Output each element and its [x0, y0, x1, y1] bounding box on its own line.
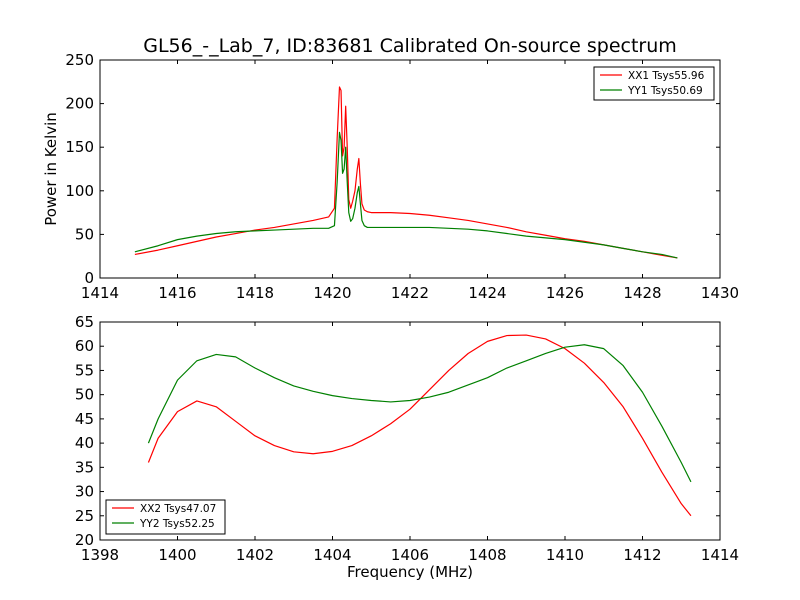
legend-label: XX1 Tsys55.96 [628, 70, 705, 82]
legend-label: YY2 Tsys52.25 [139, 518, 215, 530]
y-tick-label: 100 [65, 182, 94, 200]
series-line-1-2 [134, 131, 678, 259]
x-tick-label: 1398 [81, 546, 119, 564]
y-tick-label: 0 [84, 269, 94, 287]
x-tick-label: 1414 [701, 546, 739, 564]
y-tick-label: 35 [75, 458, 94, 476]
legend-box [593, 66, 715, 101]
y-axis-label: Power in Kelvin [42, 112, 60, 226]
legend-2: XX2 Tsys47.07 YY2 Tsys52.25 [105, 499, 226, 535]
y-tick-label: 55 [75, 361, 94, 379]
y-tick-label: 25 [75, 507, 94, 525]
x-tick-label: 1408 [468, 546, 506, 564]
y-tick-label: 50 [75, 225, 94, 243]
x-tick-label: 1416 [158, 284, 196, 302]
legend-1: XX1 Tsys55.96 YY1 Tsys50.69 [593, 66, 715, 101]
x-tick-label: 1422 [391, 284, 429, 302]
y-tick-label: 45 [75, 410, 94, 428]
x-tick-label: 1406 [391, 546, 429, 564]
y-tick-label: 50 [75, 386, 94, 404]
bottom-chart: 1398 1400 1402 1404 1406 1408 1410 1412 1414 20 25… [75, 313, 739, 581]
legend-label: YY1 Tsys50.69 [627, 85, 703, 97]
x-tick-label: 1414 [81, 284, 119, 302]
x-tick-label: 1420 [313, 284, 351, 302]
y-tick-label: 150 [65, 138, 94, 156]
y-tick-label: 200 [65, 95, 94, 113]
x-tick-label: 1424 [468, 284, 506, 302]
series-line-2-2 [147, 344, 692, 483]
x-tick-label: 1402 [236, 546, 274, 564]
y-tick-label: 30 [75, 483, 94, 501]
series-line-2-1 [147, 334, 692, 517]
legend-box [105, 499, 226, 535]
x-tick-label: 1412 [623, 546, 661, 564]
y-tick-label: 250 [65, 51, 94, 69]
y-tick-label: 65 [75, 313, 94, 331]
x-tick-label: 1418 [236, 284, 274, 302]
x-tick-label: 1400 [158, 546, 196, 564]
chart-title: GL56_-_Lab_7, ID:83681 Calibrated On-sou… [143, 35, 677, 57]
x-tick-label: 1410 [546, 546, 584, 564]
x-tick-label: 1430 [701, 284, 739, 302]
x-tick-label: 1404 [313, 546, 351, 564]
series-line-1-1 [134, 86, 678, 259]
x-tick-label: 1428 [623, 284, 661, 302]
x-tick-label: 1426 [546, 284, 584, 302]
y-tick-label: 20 [75, 531, 94, 549]
x-axis-label: Frequency (MHz) [347, 563, 473, 581]
y-tick-label: 40 [75, 434, 94, 452]
top-chart: 1414 1416 1418 1420 1422 1424 1426 1428 1430 0 50 1… [42, 51, 739, 302]
legend-label: XX2 Tsys47.07 [140, 503, 216, 515]
y-tick-label: 60 [75, 337, 94, 355]
